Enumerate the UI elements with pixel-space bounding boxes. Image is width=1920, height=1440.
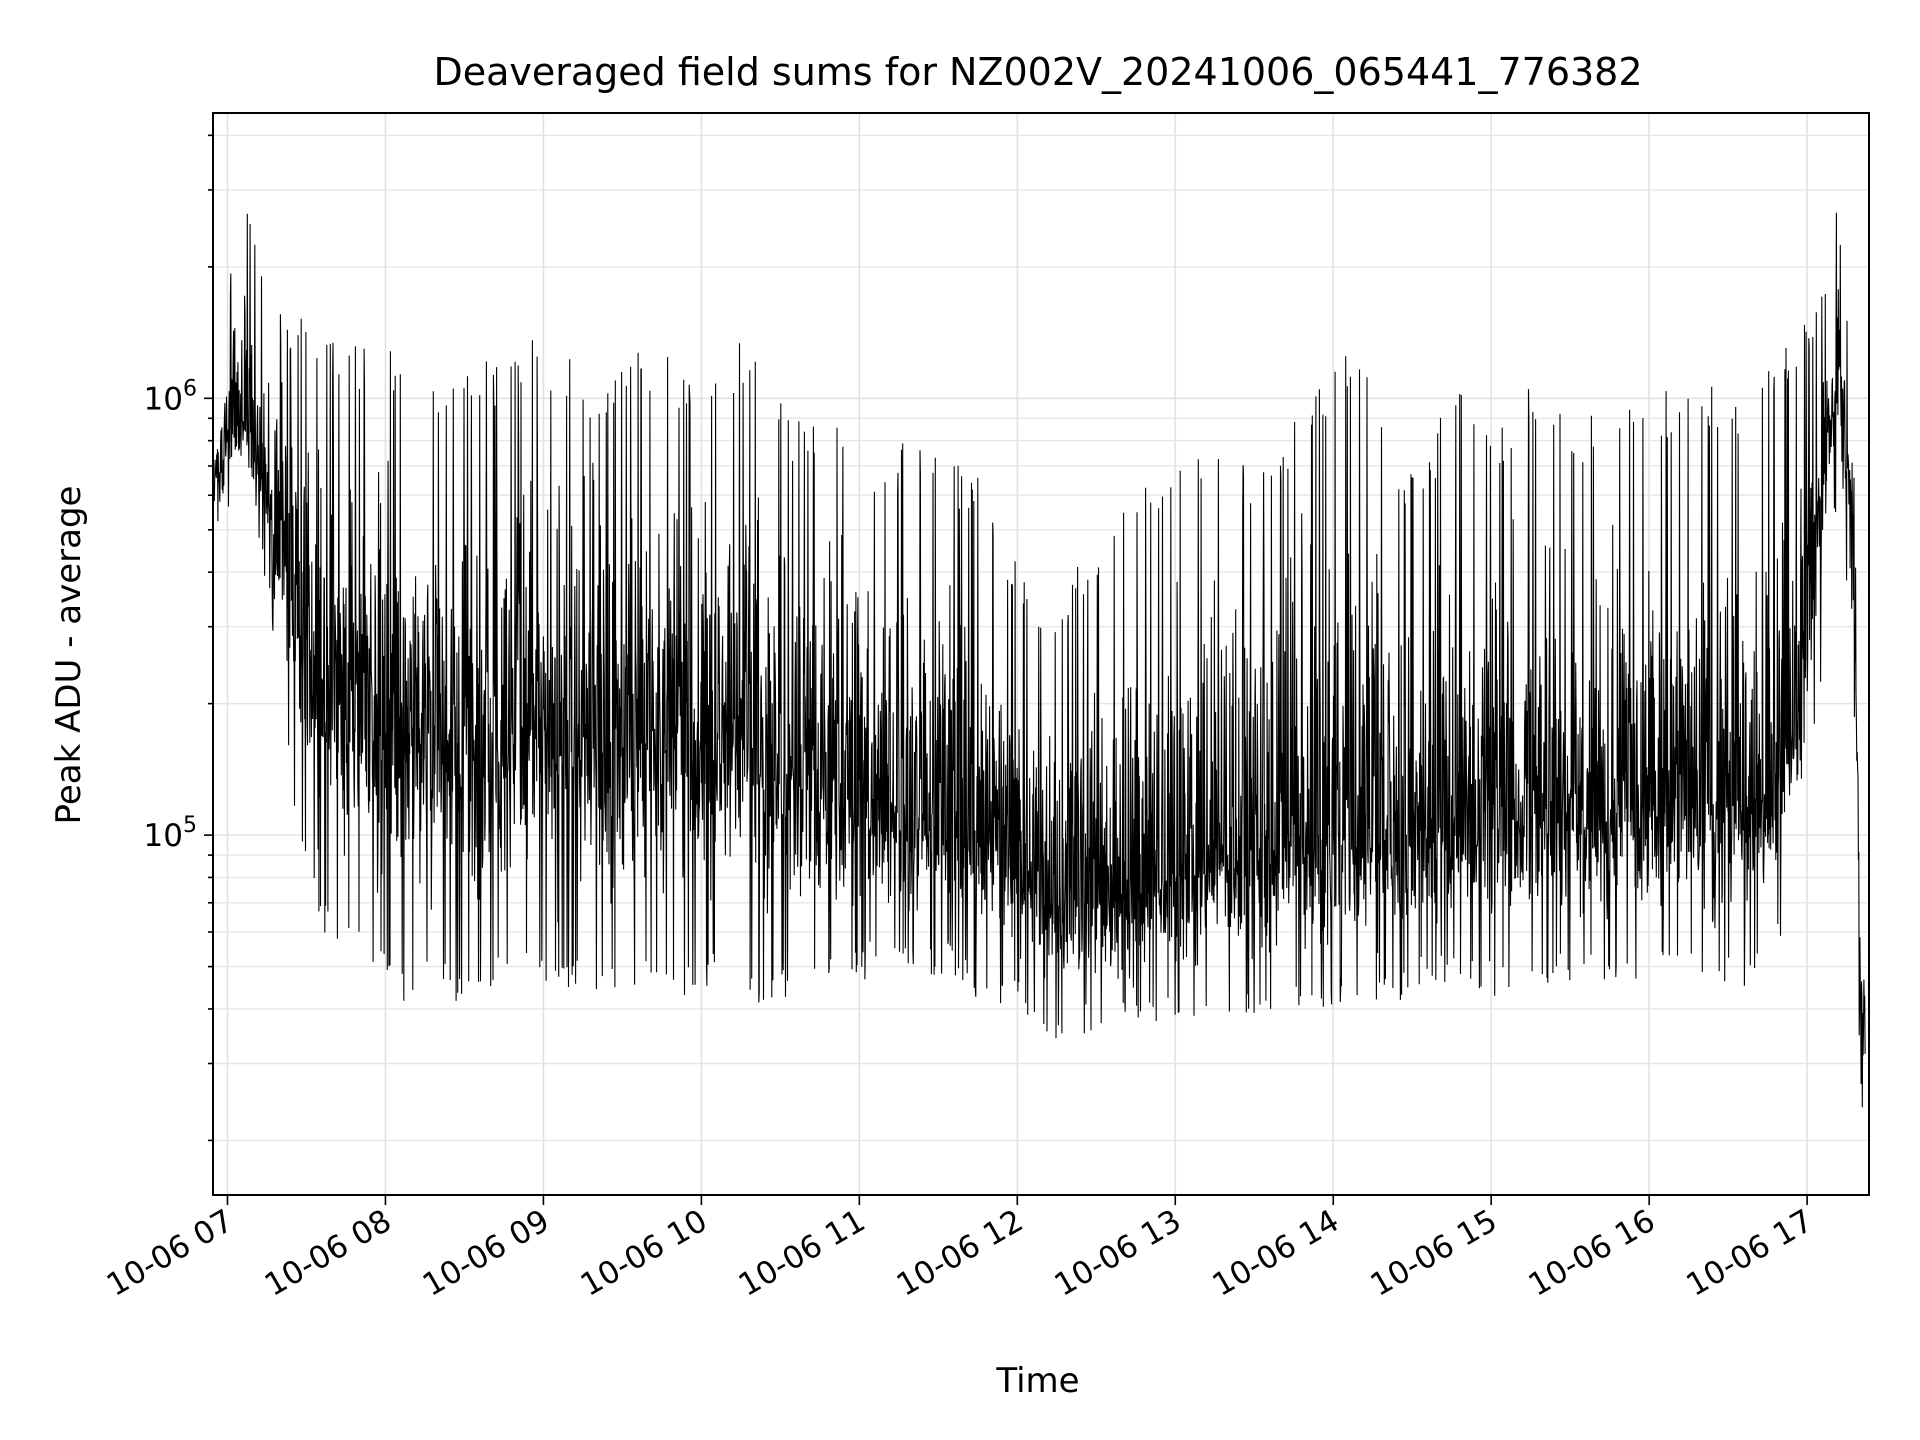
y-tick-label: 105 — [144, 813, 197, 854]
y-axis-label: Peak ADU - average — [49, 486, 89, 825]
chart-title: Deaveraged field sums for NZ002V_2024100… — [433, 50, 1642, 94]
series-line — [213, 212, 1866, 1108]
y-axis: 105 106 — [144, 134, 213, 1142]
series-layer — [213, 212, 1866, 1108]
plot-frame — [212, 112, 1870, 1196]
x-axis-label: Time — [995, 1361, 1079, 1401]
y-tick-label: 106 — [144, 376, 197, 417]
